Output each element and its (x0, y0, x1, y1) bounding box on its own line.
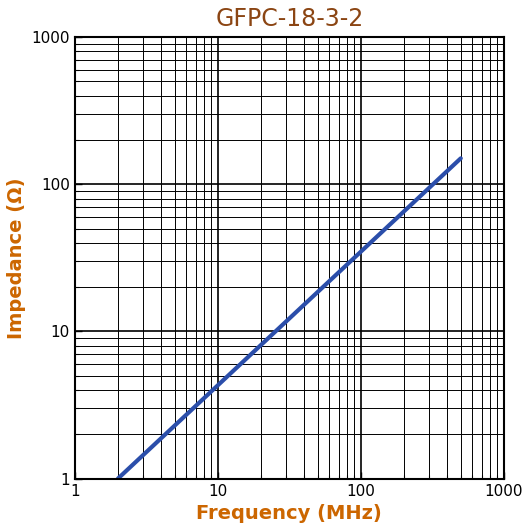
Y-axis label: Impedance (Ω): Impedance (Ω) (7, 177, 26, 339)
X-axis label: Frequency (MHz): Frequency (MHz) (197, 504, 382, 523)
Title: GFPC-18-3-2: GFPC-18-3-2 (215, 7, 364, 31)
